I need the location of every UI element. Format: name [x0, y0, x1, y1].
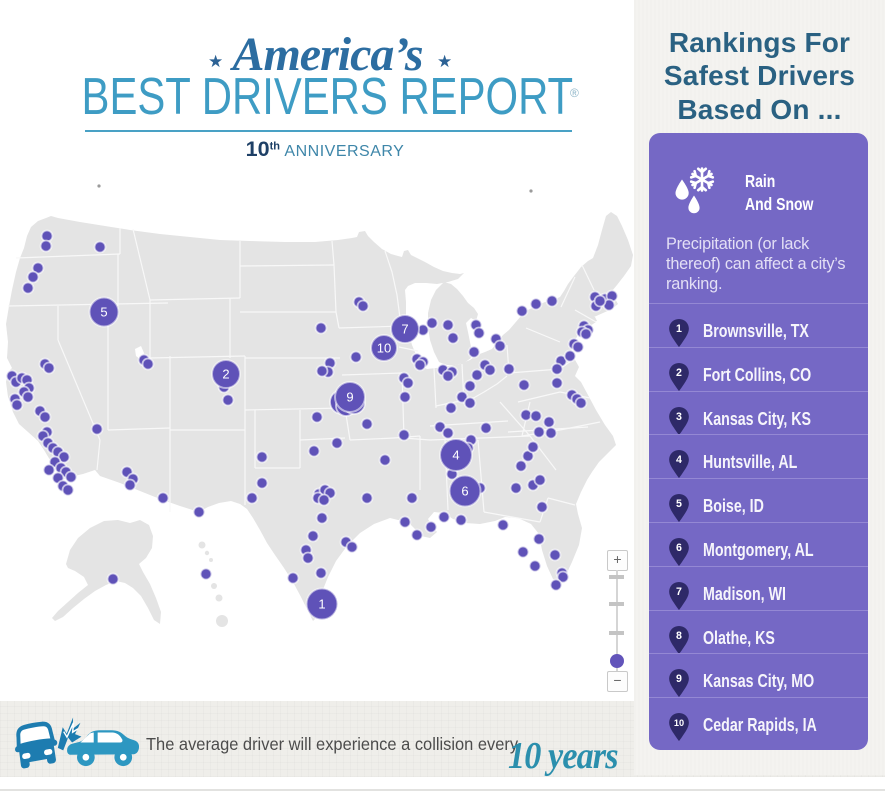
svg-text:7: 7: [401, 322, 408, 337]
svg-text:6: 6: [461, 484, 468, 499]
svg-text:5: 5: [676, 498, 682, 510]
svg-text:9: 9: [346, 390, 353, 405]
svg-text:2: 2: [676, 367, 682, 379]
svg-text:1: 1: [318, 597, 325, 612]
svg-text:6: 6: [676, 542, 682, 554]
svg-text:9: 9: [676, 673, 682, 685]
svg-text:10: 10: [377, 341, 391, 356]
svg-text:7: 7: [676, 586, 682, 598]
svg-text:4: 4: [676, 454, 682, 466]
svg-text:8: 8: [676, 630, 682, 642]
svg-text:2: 2: [222, 367, 229, 382]
svg-text:10: 10: [674, 718, 684, 728]
svg-text:3: 3: [676, 411, 682, 423]
svg-text:4: 4: [452, 448, 459, 463]
svg-text:1: 1: [676, 323, 682, 335]
svg-text:5: 5: [100, 305, 107, 320]
